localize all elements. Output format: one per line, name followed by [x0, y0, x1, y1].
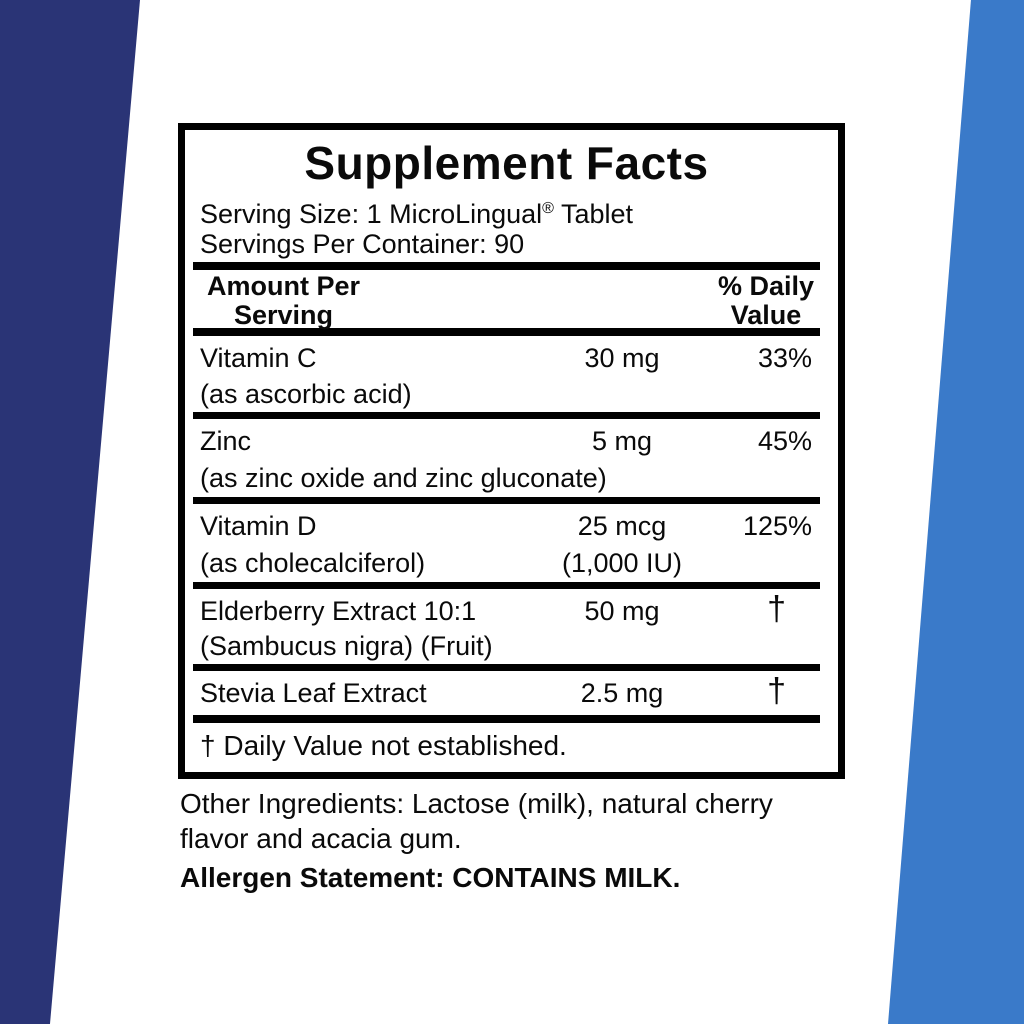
right-blue-band — [888, 0, 1024, 1024]
panel-title: Supplement Facts — [304, 137, 709, 189]
table-header: Amount Per Serving % Daily Value — [193, 270, 820, 336]
nutrient-amount: 25 mcg — [577, 511, 667, 541]
nutrient-daily-value: 33% — [757, 343, 812, 373]
other-ingredients: Other Ingredients: Lactose (milk), natur… — [180, 788, 773, 854]
nutrient-name: Stevia Leaf Extract — [200, 678, 427, 708]
nutrient-amount: 2.5 mg — [580, 678, 664, 708]
header-amount-per-serving: Amount Per Serving — [207, 271, 361, 330]
panel-inner: Supplement Facts Serving Size: 1 MicroLi… — [185, 130, 838, 772]
nutrient-name: Vitamin C — [200, 343, 317, 373]
nutrient-daily-value: 125% — [742, 511, 812, 541]
table-row: Stevia Leaf Extract 2.5 mg † — [193, 671, 820, 723]
nutrient-detail: (Sambucus nigra) (Fruit) — [200, 631, 493, 661]
header-percent-daily-value: % Daily Value — [717, 271, 814, 330]
nutrient-amount-iu: (1,000 IU) — [561, 547, 683, 578]
servings-per-container-line: Servings Per Container: 90 — [200, 229, 525, 259]
nutrient-amount: 30 mg — [584, 343, 660, 373]
left-blue-band — [0, 0, 140, 1024]
daily-value-footnote: † Daily Value not established. — [200, 730, 567, 761]
nutrient-name: Elderberry Extract 10:1 — [200, 596, 477, 626]
divider-bar-top — [193, 262, 820, 270]
nutrient-amount: 5 mg — [591, 426, 653, 456]
nutrient-detail: (as cholecalciferol) — [200, 547, 426, 578]
below-panel-text: Other Ingredients: Lactose (milk), natur… — [180, 786, 830, 895]
nutrient-amount: 50 mg — [584, 596, 660, 626]
nutrient-name: Vitamin D — [200, 511, 317, 541]
serving-info: Serving Size: 1 MicroLingual® Tablet Ser… — [193, 196, 820, 262]
nutrient-name: Zinc — [200, 426, 252, 456]
registered-mark: ® — [542, 200, 554, 217]
table-row: Elderberry Extract 10:1 50 mg † (Sambucu… — [193, 589, 820, 671]
serving-size-line: Serving Size: 1 MicroLingual® Tablet — [200, 199, 634, 229]
table-row: Vitamin D 25 mcg 125% (as cholecalcifero… — [193, 504, 820, 589]
supplement-facts-panel: Supplement Facts Serving Size: 1 MicroLi… — [178, 123, 845, 779]
nutrient-detail: (as ascorbic acid) — [200, 378, 412, 409]
nutrient-daily-value-dagger: † — [767, 590, 786, 628]
table-row: Vitamin C 30 mg 33% (as ascorbic acid) — [193, 336, 820, 419]
nutrient-daily-value-dagger: † — [767, 672, 786, 710]
nutrient-daily-value: 45% — [757, 426, 812, 456]
allergen-statement: Allergen Statement: CONTAINS MILK. — [180, 862, 681, 893]
table-row: Zinc 5 mg 45% (as zinc oxide and zinc gl… — [193, 419, 820, 504]
nutrient-detail: (as zinc oxide and zinc gluconate) — [200, 462, 607, 493]
